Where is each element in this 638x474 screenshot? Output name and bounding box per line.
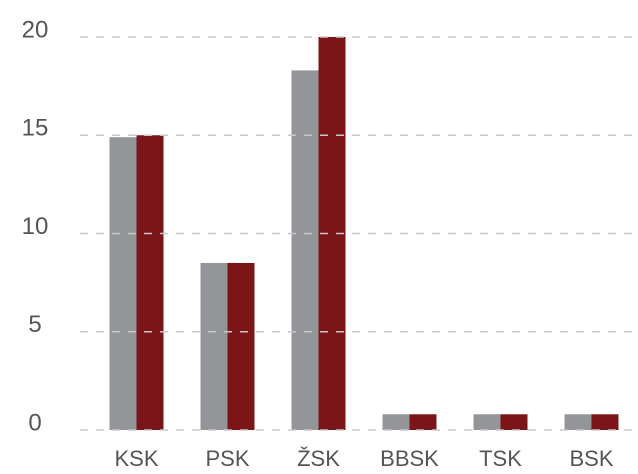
y-tick-label: 15 xyxy=(22,115,49,142)
bar xyxy=(500,414,528,430)
bar xyxy=(473,414,501,430)
bar xyxy=(291,70,319,430)
y-tick-label: 10 xyxy=(22,213,49,240)
bar xyxy=(136,135,164,430)
x-tick-label: ŽSK xyxy=(297,446,340,471)
bar xyxy=(382,414,410,430)
y-tick-label: 20 xyxy=(22,16,49,43)
bar xyxy=(564,414,592,430)
bar xyxy=(200,262,228,430)
y-tick-label: 5 xyxy=(28,311,41,338)
x-tick-label: PSK xyxy=(205,446,249,471)
bar xyxy=(227,262,255,430)
x-tick-label: BBSK xyxy=(380,446,439,471)
x-tick-label: BSK xyxy=(569,446,613,471)
x-tick-label: TSK xyxy=(479,446,522,471)
bar xyxy=(591,414,619,430)
bar xyxy=(109,137,137,430)
y-tick-label: 0 xyxy=(28,409,41,436)
bar xyxy=(409,414,437,430)
x-tick-label: KSK xyxy=(114,446,158,471)
